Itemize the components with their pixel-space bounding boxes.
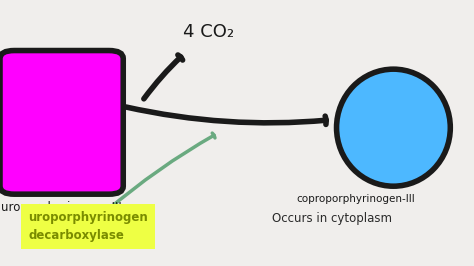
Text: uroporphyrinogen-III: uroporphyrinogen-III xyxy=(1,201,122,214)
FancyBboxPatch shape xyxy=(0,51,123,194)
Text: coproporphyrinogen-III: coproporphyrinogen-III xyxy=(296,194,415,205)
Text: Occurs in cytoplasm: Occurs in cytoplasm xyxy=(272,212,392,225)
Ellipse shape xyxy=(337,69,450,186)
Text: uroporphyrinogen
decarboxylase: uroporphyrinogen decarboxylase xyxy=(28,211,148,242)
Text: 4 CO₂: 4 CO₂ xyxy=(183,23,234,41)
